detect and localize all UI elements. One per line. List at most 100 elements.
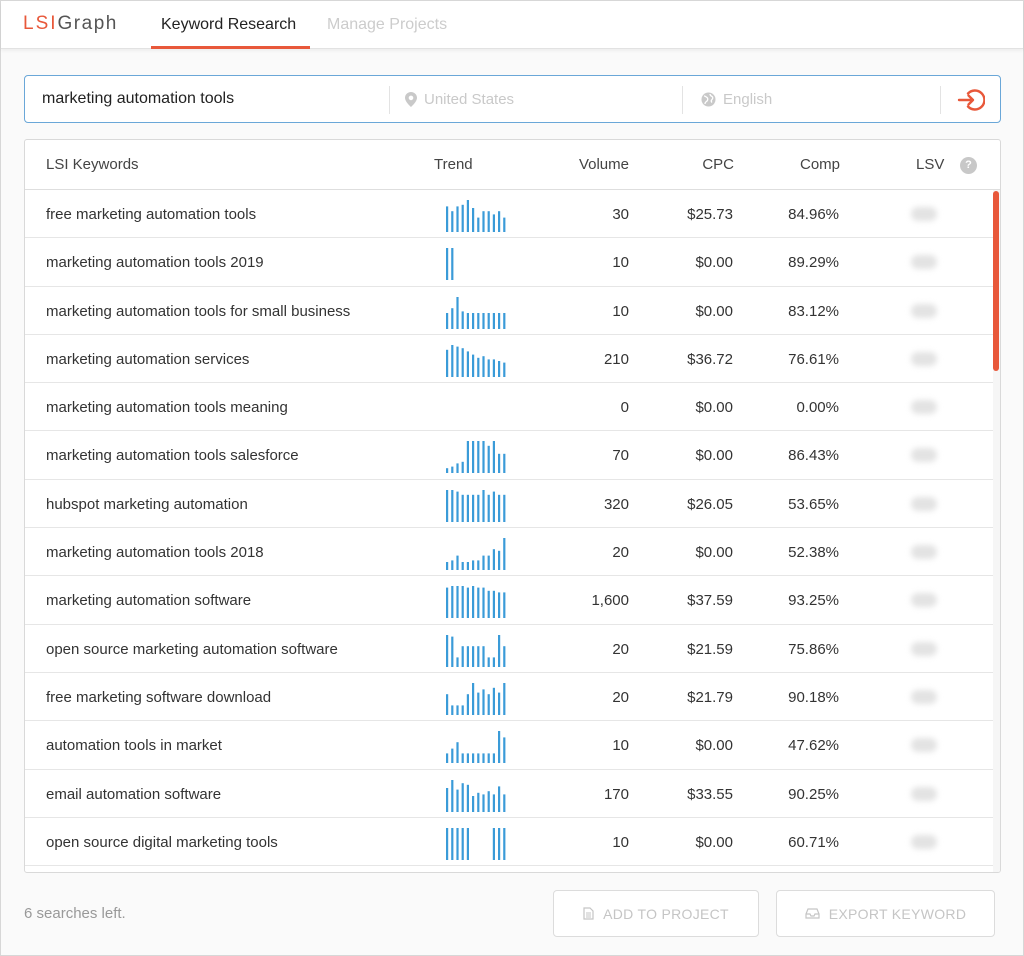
scrollbar-track[interactable] xyxy=(993,190,1000,872)
keyword-cell: marketing automation tools 2019 xyxy=(46,254,264,272)
header-cpc[interactable]: CPC xyxy=(702,156,734,173)
cpc-cell: $25.73 xyxy=(687,206,733,223)
table-row[interactable]: marketing automation tools for small bus… xyxy=(25,287,993,335)
trend-bar xyxy=(503,494,506,522)
table-row[interactable]: hubspot marketing automation 320 $26.05 53.… xyxy=(25,480,993,529)
scrollbar-thumb[interactable] xyxy=(993,191,999,371)
trend-bar xyxy=(461,204,464,232)
trend-bar xyxy=(456,705,459,715)
trend-bar xyxy=(482,211,485,232)
lsv-blurred-value xyxy=(911,448,937,463)
volume-cell: 20 xyxy=(612,688,629,706)
logo-suffix: Graph xyxy=(57,13,118,34)
trend-bar xyxy=(466,441,469,474)
lsv-blurred-value xyxy=(911,689,937,704)
trend-bar xyxy=(451,489,454,522)
trend-bar xyxy=(446,312,449,329)
trend-bar xyxy=(461,753,464,764)
trend-bar xyxy=(466,587,469,619)
divider xyxy=(682,86,683,114)
trend-bar xyxy=(492,753,495,764)
table-row[interactable]: email automation software 170 $33.55 90.25% xyxy=(25,770,993,818)
trend-bar xyxy=(482,356,485,377)
trend-bar xyxy=(461,348,464,377)
table-row[interactable]: free marketing software download 20 $21.79… xyxy=(25,673,993,722)
comp-cell: 89.29% xyxy=(788,254,839,272)
keyword-cell: marketing automation tools for small bus… xyxy=(46,302,351,320)
lsv-blurred-value xyxy=(911,496,937,511)
add-to-project-button[interactable]: ADD TO PROJECT xyxy=(553,890,759,937)
trend-bar xyxy=(492,214,495,232)
trend-bar xyxy=(466,494,469,522)
trend-bar xyxy=(446,634,449,667)
divider xyxy=(940,86,941,114)
trend-bar xyxy=(472,494,475,522)
table-row[interactable]: marketing automation software 1,600 $37.59… xyxy=(25,576,993,625)
trend-bar xyxy=(487,591,490,619)
trend-bar xyxy=(482,312,485,329)
trend-bar xyxy=(503,793,506,812)
trend-bar xyxy=(451,705,454,715)
keyword-cell: hubspot marketing automation xyxy=(46,495,248,513)
cpc-cell: $36.72 xyxy=(687,350,733,368)
trend-bar xyxy=(498,494,501,522)
export-keyword-button[interactable]: EXPORT KEYWORD xyxy=(776,890,995,937)
location-field[interactable]: United States xyxy=(405,91,514,108)
volume-cell: 20 xyxy=(612,544,629,562)
trend-bar xyxy=(461,462,464,474)
comp-cell: 60.71% xyxy=(788,833,839,851)
table-row[interactable]: marketing automation tools 2019 10 $0.00 89… xyxy=(25,238,993,287)
lsv-blurred-value xyxy=(911,641,937,656)
language-field[interactable]: English xyxy=(701,91,772,108)
header-keyword[interactable]: LSI Keywords xyxy=(46,156,139,173)
table-body: free marketing automation tools 30 $25.73 8… xyxy=(25,190,993,867)
table-row[interactable]: marketing automation services 210 $36.72 76… xyxy=(25,335,993,384)
table-row[interactable]: marketing automation tools salesforce 70 $… xyxy=(25,431,993,480)
cpc-cell: $0.00 xyxy=(695,254,733,272)
cpc-cell: $21.59 xyxy=(687,640,733,658)
keyword-cell: marketing automation software xyxy=(46,592,252,610)
search-input[interactable]: marketing automation tools xyxy=(42,90,235,107)
keyword-cell: email automation software xyxy=(46,785,222,803)
volume-cell: 170 xyxy=(603,785,629,803)
search-submit-button[interactable] xyxy=(957,87,986,113)
table-row[interactable]: marketing automation tools 2018 20 $0.00 52… xyxy=(25,528,993,577)
trend-bar xyxy=(472,753,475,764)
trend-bar xyxy=(451,248,454,281)
tab-manage-projects[interactable]: Manage Projects xyxy=(327,16,448,33)
keyword-cell: free marketing software download xyxy=(46,688,272,706)
table-row[interactable]: open source marketing automation softwar… xyxy=(25,625,993,673)
trend-bar xyxy=(456,657,459,667)
trend-bar xyxy=(472,586,475,619)
keyword-cell: marketing automation tools meaning xyxy=(46,399,288,417)
logo[interactable]: LSIGraph xyxy=(23,13,118,35)
header-comp[interactable]: Comp xyxy=(799,156,840,173)
trend-bar xyxy=(498,211,501,232)
table-row[interactable]: open source digital marketing tools 10 $0.… xyxy=(25,818,993,867)
trend-bar xyxy=(456,463,459,474)
trend-bar xyxy=(472,795,475,812)
trend-sparkline xyxy=(446,344,506,377)
help-icon[interactable]: ? xyxy=(960,157,977,174)
trend-bar xyxy=(466,200,469,232)
trend-bar xyxy=(477,357,480,377)
sign-in-arrow-icon xyxy=(957,89,986,111)
table-row[interactable]: marketing automation tools meaning 0 $0.00… xyxy=(25,383,993,432)
table-row[interactable]: automation tools in market 10 $0.00 47.62% xyxy=(25,721,993,770)
table-row[interactable]: free marketing automation tools 30 $25.73 8… xyxy=(25,190,993,239)
search-bar: marketing automation tools United States… xyxy=(24,75,1001,123)
trend-bar xyxy=(487,211,490,232)
trend-bar xyxy=(487,446,490,474)
tab-keyword-research[interactable]: Keyword Research xyxy=(161,16,297,33)
trend-bar xyxy=(487,312,490,329)
keyword-cell: free marketing automation tools xyxy=(46,206,257,223)
trend-bar xyxy=(451,307,454,329)
header-lsv[interactable]: LSV xyxy=(916,156,945,173)
lsv-blurred-value xyxy=(911,400,937,415)
trend-bar xyxy=(477,441,480,474)
header-volume[interactable]: Volume xyxy=(578,156,629,173)
header-trend[interactable]: Trend xyxy=(434,156,473,173)
trend-bar xyxy=(456,827,459,860)
trend-bar xyxy=(451,344,454,377)
